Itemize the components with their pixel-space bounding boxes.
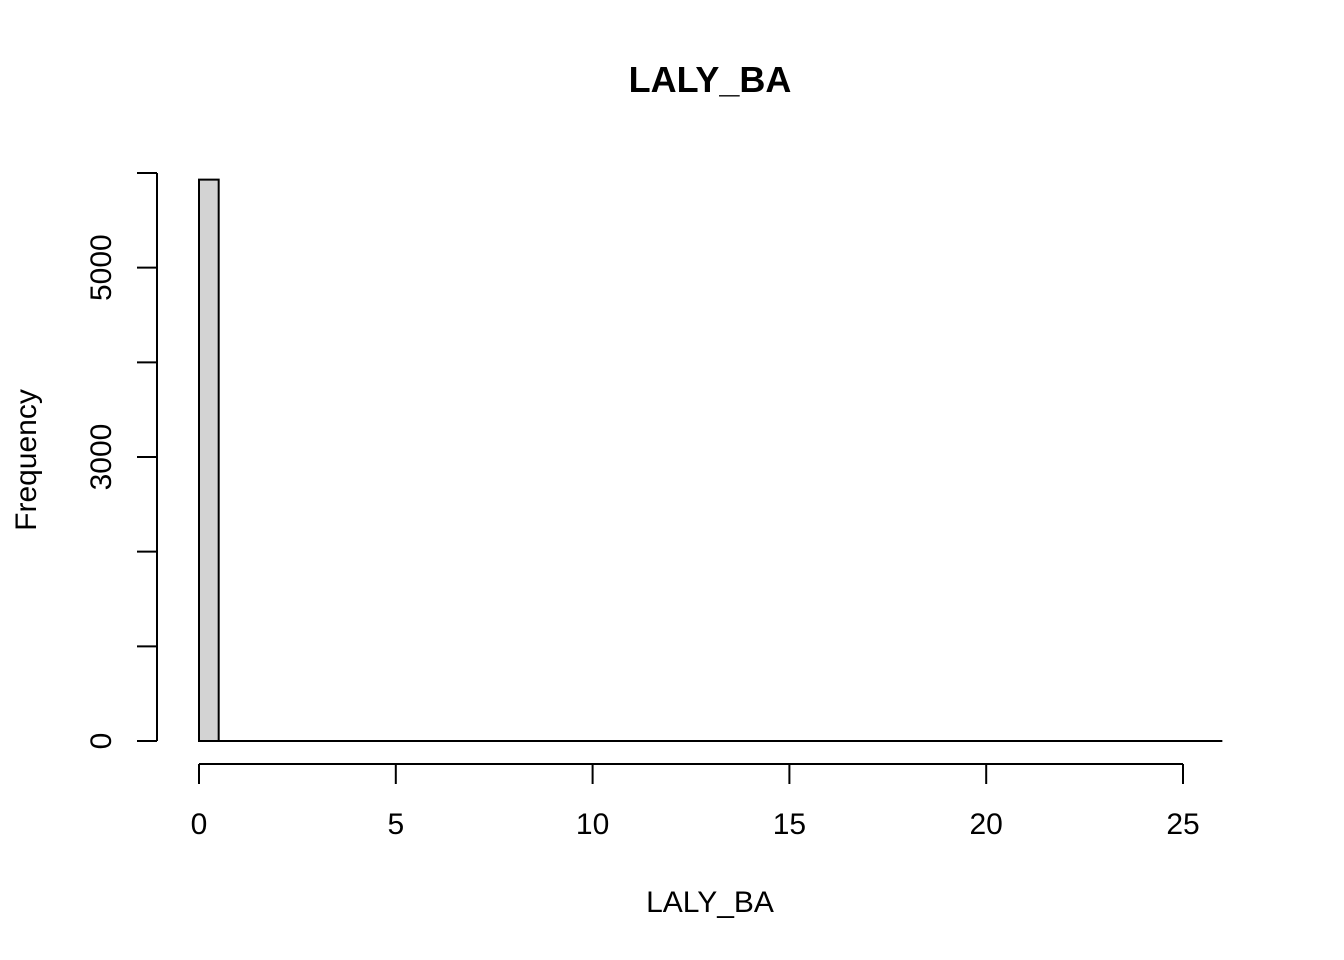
x-axis: 0 5 10 15 20 25 — [191, 763, 1200, 841]
y-tick-label: 5000 — [85, 234, 118, 301]
histogram-bar-0 — [198, 178, 220, 743]
x-tick-label: 25 — [1166, 808, 1199, 841]
x-tick-label: 5 — [387, 808, 404, 841]
y-axis: 0 3000 5000 — [85, 172, 158, 750]
x-tick-label: 0 — [191, 808, 208, 841]
x-tick-label: 10 — [576, 808, 609, 841]
plot-area — [198, 178, 1223, 743]
x-tick-label: 15 — [773, 808, 806, 841]
bars-group — [198, 178, 220, 743]
y-tick-label: 0 — [85, 733, 118, 750]
y-axis-label: Frequency — [10, 389, 43, 531]
y-tick-label: 3000 — [85, 424, 118, 491]
x-axis-label: LALY_BA — [646, 886, 774, 919]
chart-title: LALY_BA — [629, 59, 792, 100]
x-tick-label: 20 — [970, 808, 1003, 841]
